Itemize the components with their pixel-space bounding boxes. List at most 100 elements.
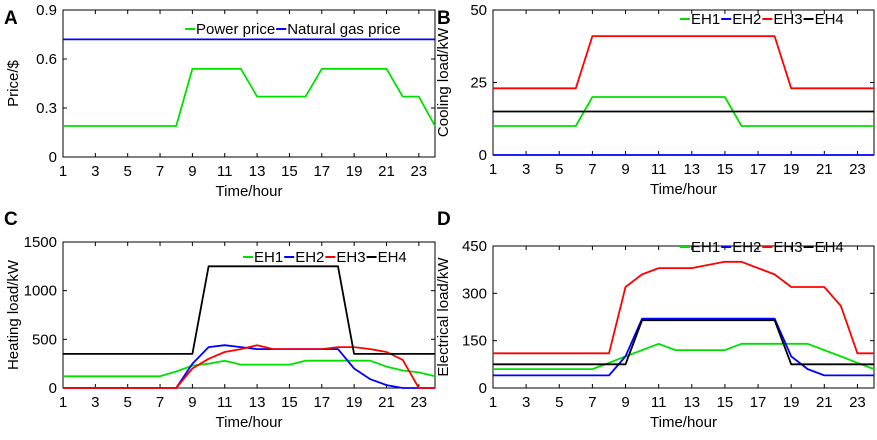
panel-d-xtick-label: 5 [555,394,563,411]
panel-b-xtick-label: 13 [683,161,700,178]
panel-b-legend: EH1 EH2 EH3 EH4 [680,11,844,28]
panel-d-xtick-label: 15 [717,394,734,411]
panel-c-xtick-label: 3 [91,394,99,411]
panel-c-series-eh4 [63,265,435,355]
panel-b-ytick-label: 50 [470,2,487,19]
panel-a-legend-label: Natural gas price [287,21,400,38]
panel-b-xtick-label: 7 [588,161,596,178]
panel-c-xtick-label: 11 [217,394,233,411]
panel-b-legend-label: EH4 [815,11,844,28]
panel-b-legend-label: EH1 [691,11,720,28]
panel-a-xtick-label: 17 [313,163,330,180]
panel-b-xtick-label: 11 [651,161,667,178]
panel-c-xtick-label: 23 [410,394,427,411]
panel-a-legend: Power price Natural gas price [185,21,401,38]
panel-c-ytick-label: 500 [32,331,57,348]
panel-b-xtick-label: 3 [522,161,530,178]
panel-c-xtick-label: 21 [378,394,395,411]
panel-a-xtick-label: 9 [188,163,196,180]
panel-c-xlabel: Time/hour [216,414,283,431]
panel-a-xlabel: Time/hour [216,183,283,200]
panel-b-xtick-label: 23 [849,161,866,178]
panel-a-xtick-label: 19 [346,163,363,180]
panel-b-axes-box [492,9,875,156]
panel-a-xtick-label: 13 [249,163,266,180]
panel-c-xtick-label: 5 [124,394,132,411]
panel-a: A1 3 5 7 9 11 13 15 17 19 21 2300.30.60.9Time/hourP… [4,2,436,200]
panel-b-xtick-label: 21 [816,161,833,178]
panel-a-xtick-label: 21 [378,163,395,180]
panel-d-ytick-label: 300 [462,285,487,302]
panel-a-xtick-label: 7 [156,163,164,180]
panel-b-xtick-label: 5 [555,161,563,178]
panel-b-xtick-label: 9 [621,161,629,178]
panel-b-series-eh1 [493,96,874,127]
panel-b: B1 3 5 7 9 11 13 15 17 19 21 2302550Time/hourCoolin… [435,2,875,198]
panel-d-legend-label: EH1 [691,239,720,256]
panel-c-legend-label: EH4 [378,249,407,266]
panel-d-legend-label: EH2 [732,239,761,256]
panel-a-xtick-label: 15 [281,163,298,180]
panel-d-xtick-label: 9 [621,394,629,411]
panel-d-legend-label: EH3 [773,239,802,256]
panel-d-xtick-label: 19 [783,394,800,411]
panel-d-ytick-label: 150 [462,333,487,350]
panel-c-legend-label: EH3 [336,249,365,266]
panel-c-series-eh3 [63,344,435,389]
panel-d-xtick-label: 3 [522,394,530,411]
panel-c-xtick-label: 17 [313,394,330,411]
panel-a-xtick-label: 5 [124,163,132,180]
panel-c-xtick-label: 9 [188,394,196,411]
panel-d-ytick-label: 450 [462,238,487,255]
panel-d-xlabel: Time/hour [650,414,717,431]
panel-b-xtick-label: 15 [717,161,734,178]
panel-b-xlabel: Time/hour [650,181,717,198]
panel-b-letter: B [437,8,451,29]
panel-d-letter: D [437,209,451,230]
panel-c-ytick-label: 1500 [24,234,57,251]
panel-b-ylabel: Cooling load/kW [435,27,452,137]
panel-d-xtick-label: 11 [651,394,667,411]
panel-a-ytick-label: 0 [49,149,57,166]
panel-a-xtick-label: 3 [91,163,99,180]
panel-c-series-eh1 [63,359,436,378]
panel-d-xtick-label: 1 [489,394,497,411]
panel-d-series-eh2 [493,317,874,377]
panel-c-xtick-label: 7 [156,394,164,411]
panel-c-xtick-label: 19 [346,394,363,411]
panel-c-legend-label: EH1 [254,249,283,266]
panel-d-ylabel: Electrical load/kW [435,257,452,377]
panel-b-xtick-label: 1 [489,161,497,178]
panel-a-letter: A [4,8,18,29]
panel-d-series-eh3 [493,260,874,355]
panel-c-ytick-label: 1000 [24,283,57,300]
panel-a-ytick-label: 0.9 [36,2,57,19]
panel-d-legend: EH1 EH2 EH3 EH4 [680,239,844,256]
panel-d-ytick-label: 0 [479,380,487,397]
panel-d-series-eh1 [493,342,875,371]
panel-b-ytick-label: 25 [470,75,487,92]
panel-a-legend-label: Power price [196,21,275,38]
panel-a-xtick-label: 1 [59,163,67,180]
panel-c-ylabel: Heating load/kW [5,259,22,370]
panel-b-legend-label: EH3 [773,11,802,28]
panel-a-ylabel: Price/$ [5,60,22,107]
panel-c-axes-box [62,241,436,389]
panel-c-series-eh2 [63,344,435,389]
panel-b-ytick-label: 0 [479,147,487,164]
panel-c-xtick-label: 13 [249,394,266,411]
panel-d-series-eh4 [493,319,874,366]
panel-b-xtick-label: 17 [750,161,767,178]
panel-b-xtick-label: 19 [783,161,800,178]
panel-a-ytick-label: 0.3 [36,100,57,117]
panel-d-xtick-label: 13 [683,394,700,411]
panel-d-xtick-label: 23 [849,394,866,411]
panel-d: D1 3 5 7 9 11 13 15 17 19 21 230150300450Time/hourE… [435,209,875,431]
panel-c-xtick-label: 1 [59,394,67,411]
panel-d-xtick-label: 17 [750,394,767,411]
panel-c: C1 3 5 7 9 11 13 15 17 19 21 23050010001500Time/hou… [4,209,436,431]
panel-b-legend-label: EH2 [732,11,761,28]
panel-c-ytick-label: 0 [49,380,57,397]
